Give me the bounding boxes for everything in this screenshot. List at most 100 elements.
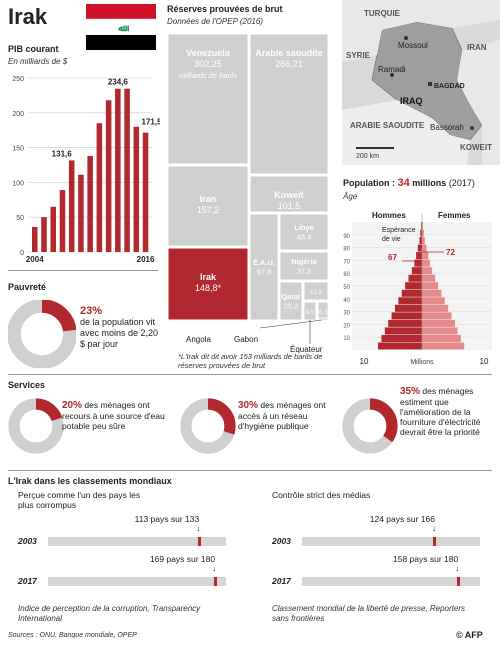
map-label-0: TURQUIE xyxy=(364,9,401,18)
treemap-tile xyxy=(167,33,249,165)
pyramid-bar-women xyxy=(422,282,439,290)
treemap-value: 37,5 xyxy=(297,267,312,276)
donut-slice xyxy=(8,300,76,368)
gdp-bar xyxy=(142,132,149,252)
treemap-name: Koweït xyxy=(274,190,304,200)
gdp-bar xyxy=(59,190,66,252)
pyramid-bar-women xyxy=(422,312,452,320)
ranking-arrow-icon: ↓ xyxy=(196,524,201,533)
ranking-arrow-icon: ↓ xyxy=(455,564,460,573)
ranking-marker xyxy=(433,537,437,546)
pyramid-age-tick: 30 xyxy=(343,311,350,317)
ranking-label: 158 pays sur 180 xyxy=(393,554,459,564)
pyramid-bar-women xyxy=(422,259,430,267)
ranking-right-source: Classement mondial de la liberté de pres… xyxy=(272,604,465,623)
reserves-note: *L'Irak dit dit avoir 153 milliards de b… xyxy=(178,352,323,370)
treemap-tile xyxy=(279,251,329,281)
pyramid-bar-women xyxy=(422,342,465,350)
gdp-subtitle: En milliards de $ xyxy=(8,57,68,66)
ranking-year: 2003 xyxy=(18,536,37,546)
pyramid-bar-men xyxy=(378,342,422,350)
life-expectancy-label: Espérance xyxy=(382,227,416,234)
ranking-year: 2017 xyxy=(272,576,291,586)
ranking-marker xyxy=(456,577,460,586)
ranking-marker xyxy=(197,537,201,546)
ranking-right-heading: Contrôle strict des médias xyxy=(272,490,371,500)
map-label-3: Mossoul xyxy=(398,41,428,50)
map-scale: 200 km xyxy=(356,153,379,160)
pyramid-bar-women xyxy=(422,267,433,275)
treemap-value: 148,8* xyxy=(195,283,222,293)
ranking-year: 2017 xyxy=(18,576,37,586)
pyramid-bar-men xyxy=(391,312,422,320)
treemap-external-label: Gabon xyxy=(234,335,258,344)
treemap-tile xyxy=(249,175,329,213)
gdp-ytick-label: 50 xyxy=(16,215,24,222)
poverty-title: Pauvreté xyxy=(8,282,47,292)
service-text-hygiene: 30% des ménages ont accès à un réseau d'… xyxy=(238,400,326,431)
pyramid-axis-left: 10 xyxy=(360,357,369,366)
gdp-xtick-label: 2004 xyxy=(26,255,44,264)
population-title: Population : 34 millions (2017) xyxy=(343,177,475,189)
treemap-value: 302,25 xyxy=(194,59,222,69)
gdp-ytick-label: 0 xyxy=(20,250,24,257)
donut-slice xyxy=(342,398,398,454)
gdp-bar xyxy=(124,88,130,252)
ranking-left-heading: Perçue comme l'un des pays les plus corr… xyxy=(18,490,141,510)
treemap-name: Arabie saoudite xyxy=(255,48,323,58)
pyramid-bar-men xyxy=(394,304,422,312)
ranking-track xyxy=(302,577,480,586)
pyramid-bar-men xyxy=(420,229,422,237)
pyramid-age-tick: 10 xyxy=(343,336,350,342)
life-expectancy-men: 67 xyxy=(388,253,397,262)
poverty-donut xyxy=(8,300,76,368)
gdp-bar xyxy=(68,160,75,252)
ranking-label: 113 pays sur 133 xyxy=(134,514,200,524)
ranking-marker xyxy=(213,577,217,586)
ranking-left-source: Indice de perception de la corruption, T… xyxy=(18,604,201,623)
treemap-value: 25,2 xyxy=(284,302,299,311)
pyramid-bar-women xyxy=(422,304,449,312)
gdp-ytick-label: 100 xyxy=(12,180,24,187)
map-label-5: BAGDAD xyxy=(434,83,465,90)
treemap-tile xyxy=(167,165,249,247)
ranking-arrow-icon: ↓ xyxy=(212,564,217,573)
pyramid-age-tick: 40 xyxy=(343,298,350,304)
map-label-6: IRAQ xyxy=(400,96,423,106)
treemap-name: É.A.U. xyxy=(253,258,275,267)
pyramid-bar-men xyxy=(398,297,422,305)
iraq-map: TURQUIE IRAN SYRIE Mossoul Ramadi BAGDAD… xyxy=(342,0,500,165)
treemap-name: Qatar xyxy=(281,292,301,301)
gdp-bar xyxy=(87,155,93,252)
rankings-title: L'Irak dans les classements mondiaux xyxy=(8,476,172,486)
gdp-data-label: 131,6 xyxy=(52,149,73,158)
gdp-bar xyxy=(50,206,56,252)
treemap-tile xyxy=(317,317,329,321)
pyramid-bar-women xyxy=(422,327,458,335)
service-donut-hygiene xyxy=(180,398,236,454)
ranking-track xyxy=(48,577,226,586)
pyramid-age-tick: 60 xyxy=(343,272,350,278)
life-expectancy-label-2: de vie xyxy=(382,236,401,243)
pyramid-bar-men xyxy=(405,282,422,290)
life-expectancy-women: 72 xyxy=(446,248,455,257)
gdp-bar xyxy=(105,100,112,252)
treemap-name: Nigéria xyxy=(291,257,317,266)
gdp-bar xyxy=(41,217,47,252)
pyramid-bar-men xyxy=(417,244,422,252)
treemap-tile xyxy=(249,213,279,321)
map-label-2: SYRIE xyxy=(346,51,371,60)
ranking-track xyxy=(48,537,226,546)
treemap-tile xyxy=(249,33,329,175)
treemap-tile xyxy=(303,281,329,301)
ranking-label: 124 pays sur 166 xyxy=(369,514,435,524)
pyramid-age-tick: 50 xyxy=(343,285,350,291)
treemap-tile xyxy=(279,281,303,321)
pyramid-axis-mid: Millions xyxy=(410,359,434,366)
treemap-value: 12,2 xyxy=(310,290,322,296)
map-label-4: Ramadi xyxy=(378,65,406,74)
pyramid-bar-men xyxy=(414,259,422,267)
reserves-subtitle: Données de l'OPEP (2016) xyxy=(167,17,263,26)
